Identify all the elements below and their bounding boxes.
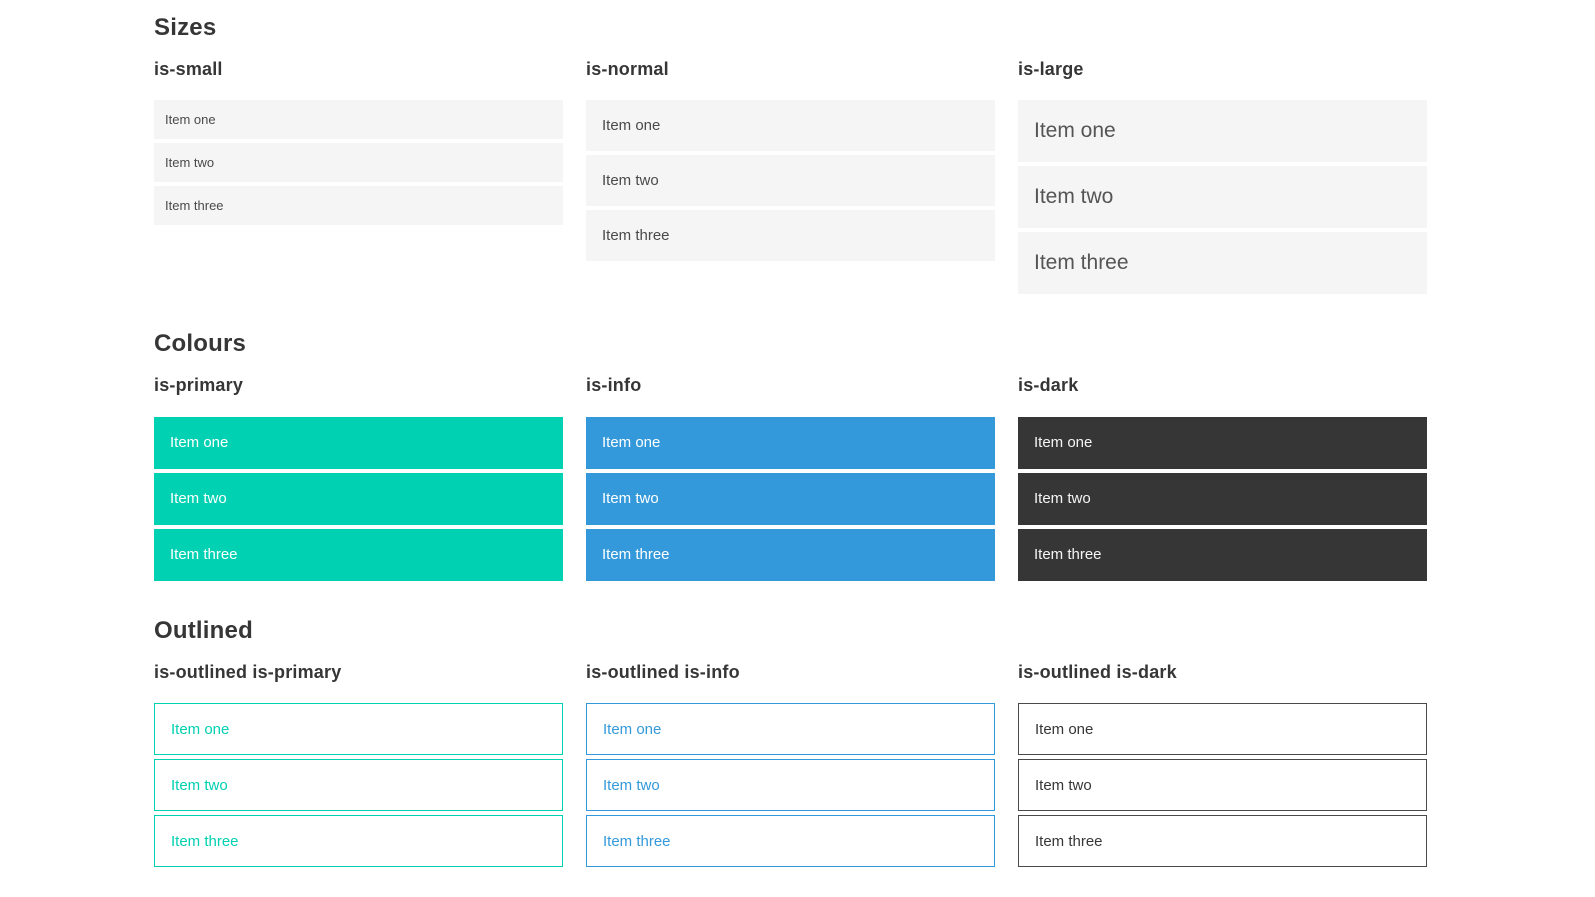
list-item[interactable]: Item two (586, 759, 995, 812)
column-is-dark: is-dark Item one Item two Item three (1018, 375, 1427, 581)
list-item[interactable]: Item three (1018, 528, 1427, 581)
column-is-info: is-info Item one Item two Item three (586, 375, 995, 581)
column-label-is-outlined-is-primary: is-outlined is-primary (154, 661, 342, 682)
sizes-grid: is-small Item one Item two Item three is… (154, 59, 1427, 295)
column-label-is-primary: is-primary (154, 375, 244, 396)
list-item[interactable]: Item two (1018, 166, 1427, 229)
list-item[interactable]: Item two (154, 472, 563, 525)
list-outlined-primary: Item one Item two Item three (154, 703, 563, 868)
column-label-is-info: is-info (586, 375, 642, 396)
list-item[interactable]: Item one (1018, 416, 1427, 469)
list-item[interactable]: Item two (1018, 472, 1427, 525)
list-primary: Item one Item two Item three (154, 416, 563, 581)
list-outlined-info: Item one Item two Item three (586, 703, 995, 868)
section-title-colours: Colours (154, 330, 247, 358)
list-item[interactable]: Item three (1018, 815, 1427, 868)
list-item[interactable]: Item two (154, 143, 563, 183)
list-normal: Item one Item two Item three (586, 100, 995, 262)
column-is-normal: is-normal Item one Item two Item three (586, 59, 995, 262)
list-item[interactable]: Item three (154, 528, 563, 581)
list-item[interactable]: Item one (1018, 100, 1427, 163)
outlined-grid: is-outlined is-primary Item one Item two… (154, 662, 1427, 868)
list-item[interactable]: Item three (586, 815, 995, 868)
column-label-is-dark: is-dark (1018, 375, 1079, 396)
column-label-is-outlined-is-info: is-outlined is-info (586, 661, 740, 682)
column-label-is-outlined-is-dark: is-outlined is-dark (1018, 661, 1177, 682)
list-item[interactable]: Item two (1018, 759, 1427, 812)
column-is-outlined-is-dark: is-outlined is-dark Item one Item two It… (1018, 662, 1427, 868)
list-item[interactable]: Item three (586, 210, 995, 262)
list-dark: Item one Item two Item three (1018, 416, 1427, 581)
list-item[interactable]: Item one (586, 100, 995, 152)
list-outlined-dark: Item one Item two Item three (1018, 703, 1427, 868)
list-large: Item one Item two Item three (1018, 100, 1427, 295)
column-label-is-large: is-large (1018, 58, 1084, 79)
list-item[interactable]: Item three (1018, 232, 1427, 295)
list-item[interactable]: Item one (154, 416, 563, 469)
list-item[interactable]: Item one (586, 703, 995, 756)
column-label-is-normal: is-normal (586, 58, 669, 79)
list-item[interactable]: Item one (586, 416, 995, 469)
list-item[interactable]: Item three (154, 186, 563, 226)
column-is-primary: is-primary Item one Item two Item three (154, 375, 563, 581)
list-item[interactable]: Item one (1018, 703, 1427, 756)
list-item[interactable]: Item one (154, 100, 563, 140)
section-colours: Colours is-primary Item one Item two Ite… (154, 330, 1427, 581)
section-title-outlined: Outlined (154, 616, 253, 644)
list-item[interactable]: Item one (154, 703, 563, 756)
column-label-is-small: is-small (154, 58, 223, 79)
list-item[interactable]: Item three (154, 815, 563, 868)
colours-grid: is-primary Item one Item two Item three … (154, 375, 1427, 581)
list-item[interactable]: Item two (586, 472, 995, 525)
list-small: Item one Item two Item three (154, 100, 563, 226)
column-is-small: is-small Item one Item two Item three (154, 59, 563, 226)
section-outlined: Outlined is-outlined is-primary Item one… (154, 616, 1427, 868)
list-item[interactable]: Item three (586, 528, 995, 581)
list-item[interactable]: Item two (154, 759, 563, 812)
list-item[interactable]: Item two (586, 155, 995, 207)
list-info: Item one Item two Item three (586, 416, 995, 581)
section-sizes: Sizes is-small Item one Item two Item th… (154, 14, 1427, 295)
column-is-large: is-large Item one Item two Item three (1018, 59, 1427, 295)
column-is-outlined-is-info: is-outlined is-info Item one Item two It… (586, 662, 995, 868)
column-is-outlined-is-primary: is-outlined is-primary Item one Item two… (154, 662, 563, 868)
section-title-sizes: Sizes (154, 14, 217, 41)
